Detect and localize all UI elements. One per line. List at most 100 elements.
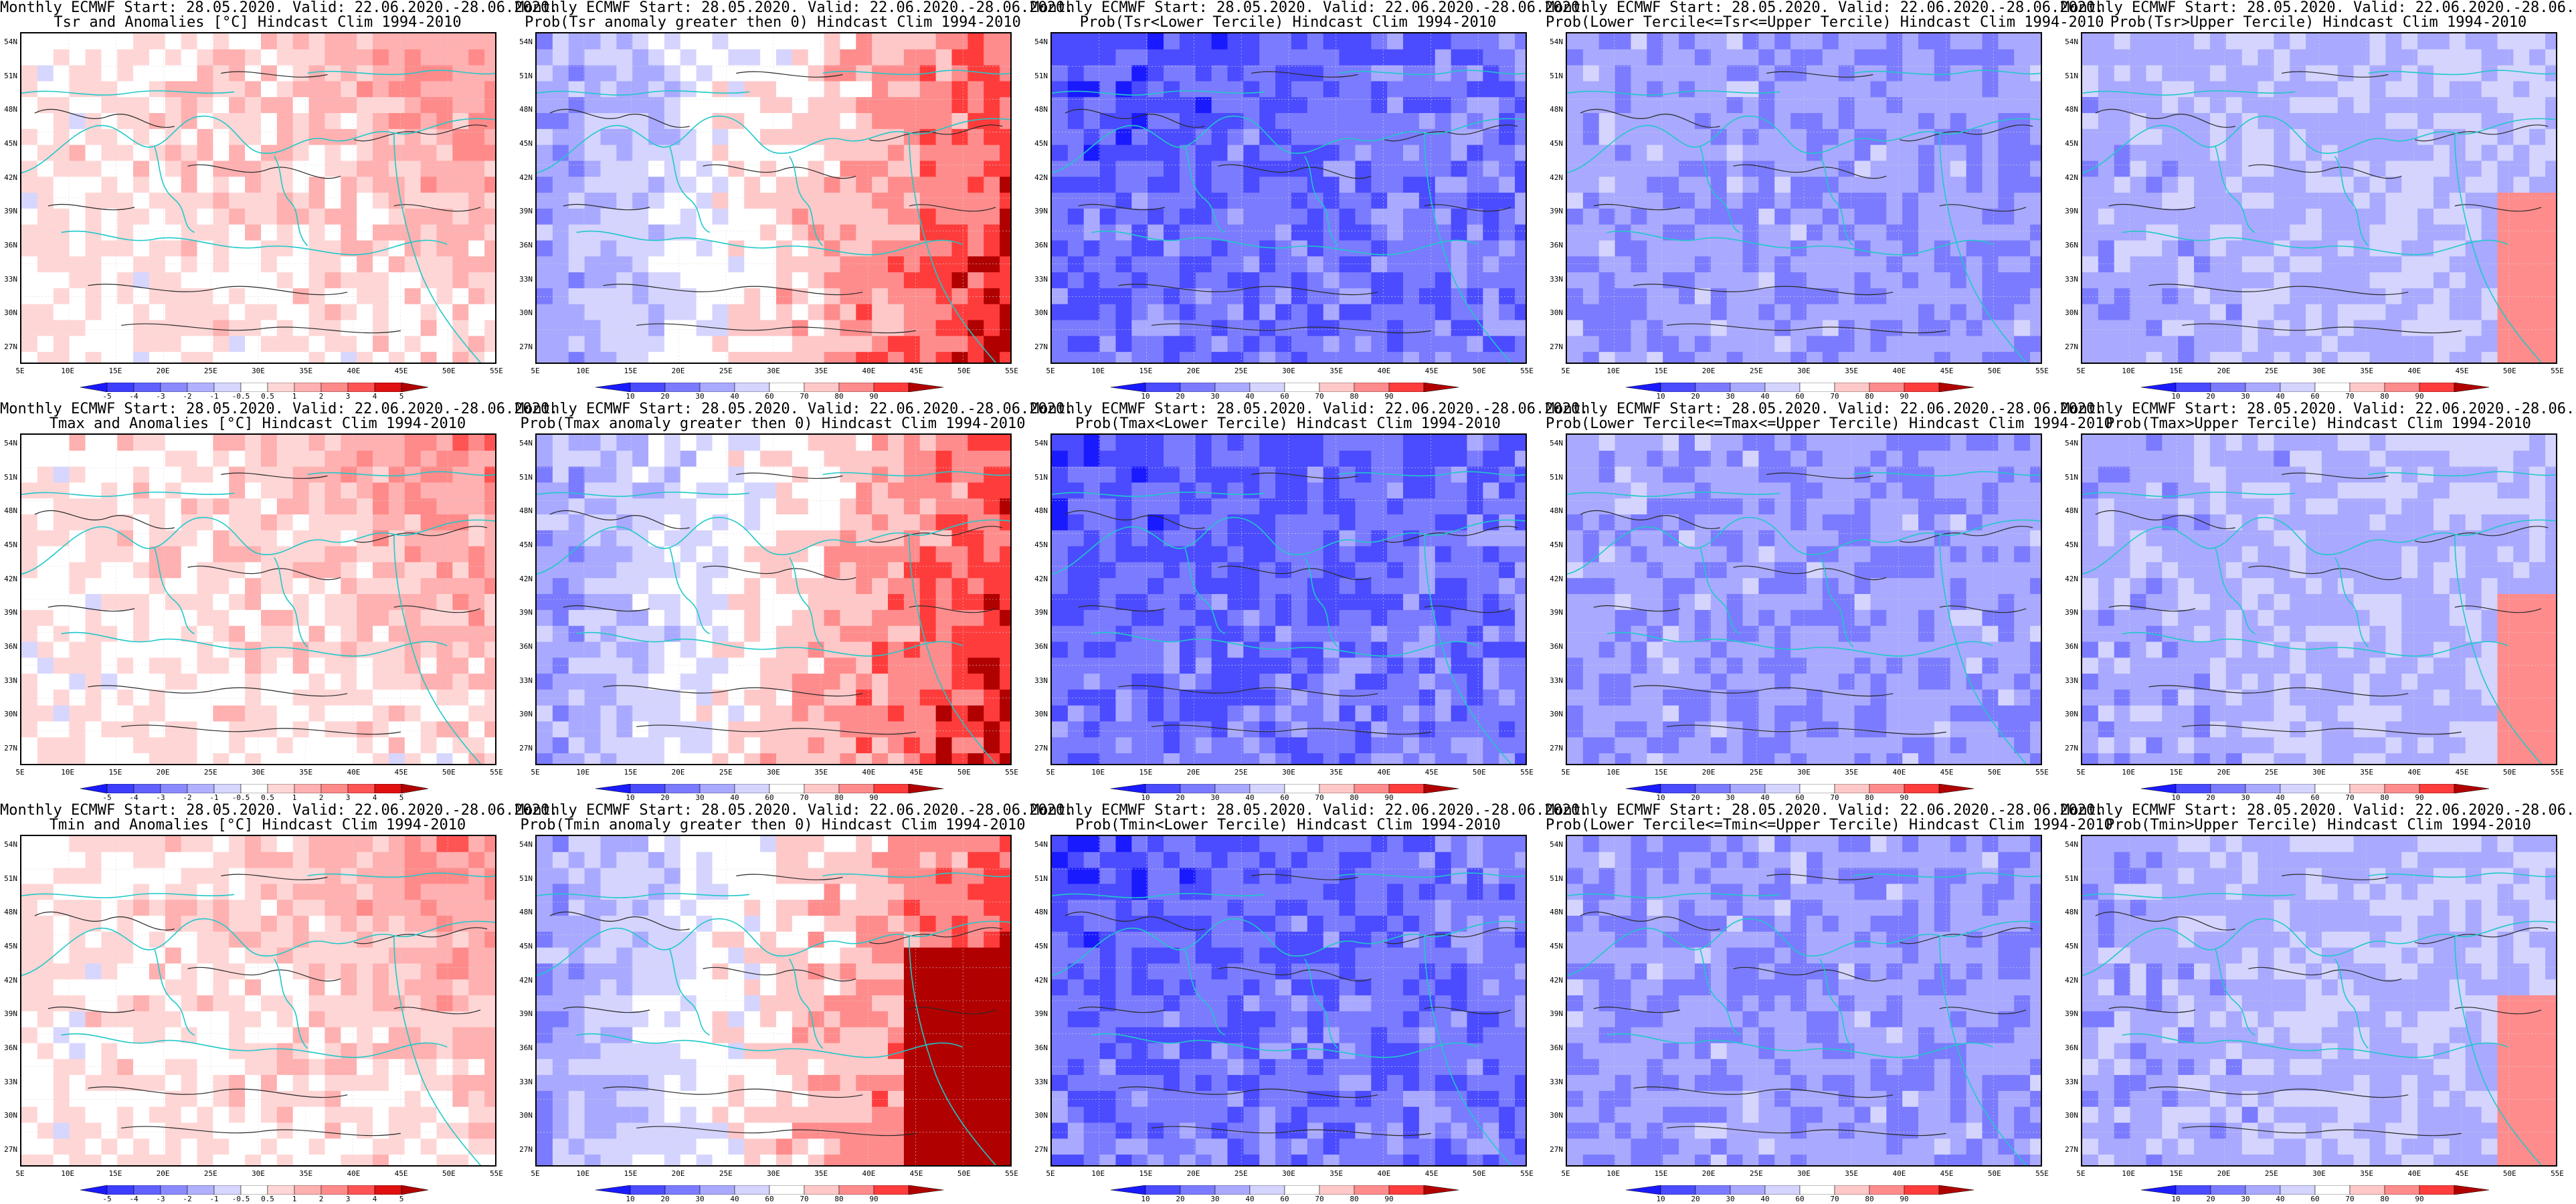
field-cell (181, 161, 198, 178)
field-cell (840, 65, 857, 82)
field-cell (165, 272, 182, 289)
field-cell (292, 737, 310, 755)
field-cell (584, 562, 602, 579)
field-cell (2194, 320, 2211, 337)
field-cell (775, 304, 793, 321)
field-cell (1598, 352, 1616, 363)
field-cell (1726, 33, 1744, 50)
field-cell (2290, 144, 2307, 162)
lat-tick-label: 54N (519, 439, 533, 447)
field-cell (1822, 128, 1839, 146)
field-cell (21, 144, 38, 162)
field-cell (1822, 177, 1839, 194)
field-cell (85, 721, 102, 738)
field-cell (537, 546, 553, 563)
field-cell (452, 352, 470, 363)
coastline (822, 70, 1010, 76)
field-cell (2417, 193, 2435, 209)
field-cell (1483, 49, 1500, 66)
field-cell (2545, 81, 2556, 98)
field-cell (616, 674, 634, 690)
field-cell (165, 435, 182, 452)
field-cell (165, 609, 182, 627)
field-cell (101, 320, 118, 337)
field-cell (308, 674, 326, 690)
field-cell (648, 721, 665, 738)
field-cell (1822, 224, 1839, 241)
field-cell (648, 304, 665, 321)
field-cell (1886, 81, 1904, 98)
contour-line (1251, 71, 1358, 78)
field-cell (760, 272, 777, 289)
field-cell (951, 658, 969, 675)
field-cell (2529, 193, 2547, 209)
field-cell (951, 33, 969, 50)
field-cell (1403, 224, 1420, 241)
field-cell (357, 625, 374, 643)
field-cell (935, 625, 953, 643)
field-cell (37, 336, 54, 353)
field-cell (2241, 144, 2259, 162)
field-cell (744, 336, 761, 353)
field-cell (1467, 81, 1484, 98)
field-cell (276, 272, 294, 289)
field-cell (1387, 336, 1404, 353)
field-cell (680, 721, 697, 738)
field-cell (600, 594, 618, 611)
field-cell (1998, 113, 2015, 130)
field-cell (292, 49, 310, 66)
field-cell (935, 514, 953, 531)
field-cell (1227, 336, 1245, 353)
field-cell (149, 562, 166, 579)
field-cell (1403, 49, 1420, 66)
field-cell (537, 753, 553, 764)
map-frame (1566, 32, 2042, 364)
field-cell (537, 498, 553, 516)
field-cell (181, 562, 198, 579)
field-cell (744, 208, 761, 225)
field-cell (568, 482, 585, 500)
field-cell (808, 514, 825, 531)
field-cell (2353, 304, 2371, 321)
field-cell (245, 49, 262, 66)
field-cell (2162, 352, 2179, 363)
field-cell (1499, 144, 1516, 162)
field-cell (85, 240, 102, 258)
field-cell (903, 33, 921, 50)
field-cell (935, 240, 953, 258)
field-cell (552, 161, 569, 178)
field-cell (1195, 128, 1212, 146)
field-cell (308, 482, 326, 500)
field-cell (388, 272, 405, 289)
field-cell (2497, 352, 2514, 363)
field-cell (325, 352, 342, 363)
field-cell (1774, 65, 1792, 82)
field-cell (133, 498, 150, 516)
field-cell (1854, 272, 1871, 289)
field-cell (968, 530, 985, 547)
field-cell (85, 737, 102, 755)
field-cell (1291, 128, 1308, 146)
field-cell (229, 737, 246, 755)
field-cell (436, 208, 454, 225)
field-cell (1451, 352, 1468, 363)
field-cell (181, 737, 198, 755)
field-cell (133, 514, 150, 531)
field-cell (616, 320, 634, 337)
field-cell (1451, 336, 1468, 353)
contour-line (48, 605, 135, 612)
field-cell (2417, 177, 2435, 194)
field-cell (1371, 49, 1388, 66)
panel-title-line2: Prob(Lower Tercile<=Tsr<=Upper Tercile) … (1546, 14, 2104, 31)
lon-tick-label: 30E (1282, 367, 1295, 375)
field-cell (21, 450, 38, 468)
colorbar-swatch (187, 784, 215, 793)
field-cell (568, 514, 585, 531)
field-cell (53, 177, 70, 194)
field-cell (165, 352, 182, 363)
field-cell (537, 530, 553, 547)
colorbar-swatch (873, 784, 909, 793)
field-cell (1147, 97, 1165, 114)
field-cell (648, 144, 665, 162)
field-cell (840, 161, 857, 178)
